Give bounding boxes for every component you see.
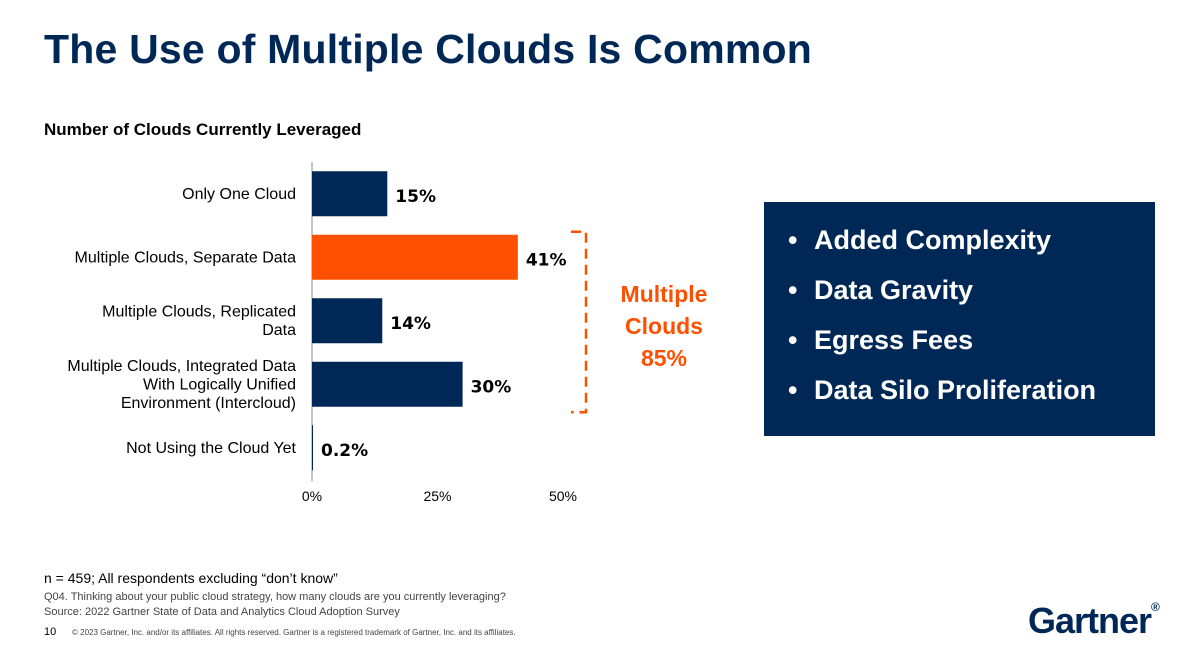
callout-line-3: 85% xyxy=(640,345,688,371)
bar xyxy=(312,298,383,344)
challenge-item-label: Data Silo Proliferation xyxy=(814,375,1097,405)
survey-question: Q04. Thinking about your public cloud st… xyxy=(44,591,506,603)
bullet-icon: • xyxy=(788,225,798,255)
challenge-item-label: Egress Fees xyxy=(814,325,974,355)
bullet-icon: • xyxy=(788,375,798,405)
category-label: Data xyxy=(262,322,296,339)
bar xyxy=(312,361,463,407)
x-tick-label: 50% xyxy=(549,488,577,504)
callout-line-1: Multiple xyxy=(620,281,708,307)
copyright-notice: © 2023 Gartner, Inc. and/or its affiliat… xyxy=(72,628,516,637)
x-tick-label: 0% xyxy=(302,488,322,504)
logo-text: Gartner xyxy=(1028,600,1152,641)
category-label: Not Using the Cloud Yet xyxy=(126,440,296,457)
callout-line-2: Clouds xyxy=(625,313,703,339)
data-label: 15% xyxy=(395,187,436,207)
page-number: 10 xyxy=(44,626,57,638)
bar xyxy=(312,171,388,217)
gartner-logo: Gartner® xyxy=(1028,600,1160,642)
x-tick-label: 25% xyxy=(423,488,451,504)
category-label: Multiple Clouds, Replicated xyxy=(102,304,296,321)
challenges-box: • Added Complexity • Data Gravity • Egress … xyxy=(764,202,1155,436)
chart-title: Number of Clouds Currently Leveraged xyxy=(44,120,362,139)
challenge-item-label: Added Complexity xyxy=(814,225,1052,255)
category-label: Multiple Clouds, Integrated Data xyxy=(67,358,296,375)
data-label: 0.2% xyxy=(321,441,368,461)
bullet-icon: • xyxy=(788,325,798,355)
category-label: With Logically Unified xyxy=(143,376,296,393)
category-label: Multiple Clouds, Separate Data xyxy=(75,249,297,266)
challenge-item: • Data Silo Proliferation xyxy=(788,372,1155,422)
category-label: Environment (Intercloud) xyxy=(121,395,296,412)
group-bracket xyxy=(571,230,588,414)
challenge-item: • Added Complexity xyxy=(788,222,1155,272)
bar xyxy=(312,234,518,280)
page-title: The Use of Multiple Clouds Is Common xyxy=(44,26,813,72)
registered-mark: ® xyxy=(1151,600,1160,614)
bar xyxy=(312,425,314,471)
category-label: Only One Cloud xyxy=(182,186,296,203)
data-label: 30% xyxy=(471,377,512,397)
multiple-clouds-callout: Multiple Clouds 85% xyxy=(606,278,722,374)
challenge-item: • Data Gravity xyxy=(788,272,1155,322)
data-label: 14% xyxy=(390,314,431,334)
challenge-item-label: Data Gravity xyxy=(814,275,974,305)
source-citation: Source: 2022 Gartner State of Data and A… xyxy=(44,606,400,618)
data-label: 41% xyxy=(526,250,567,270)
sample-note: n = 459; All respondents excluding “don’… xyxy=(44,570,338,586)
challenge-item: • Egress Fees xyxy=(788,322,1155,372)
bullet-icon: • xyxy=(788,275,798,305)
